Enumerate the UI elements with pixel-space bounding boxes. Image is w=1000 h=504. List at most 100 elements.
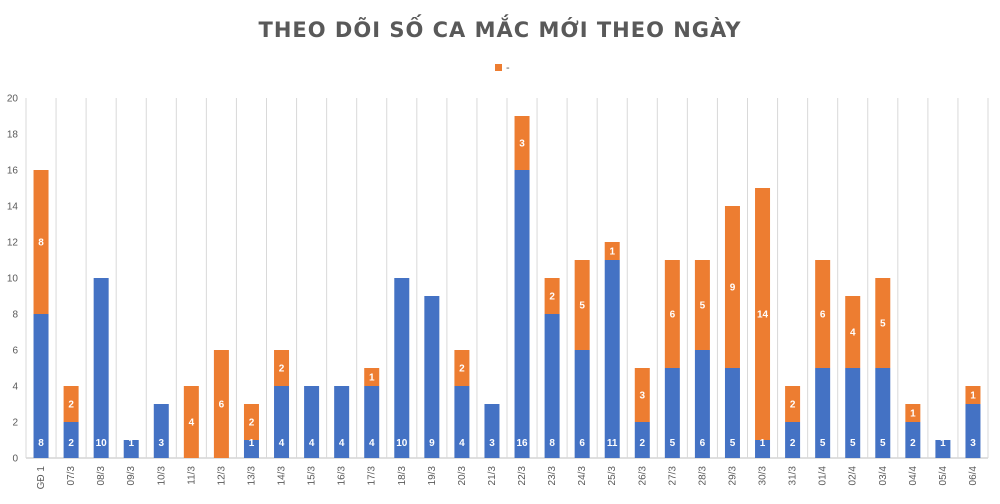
data-label: 11 [607, 438, 618, 449]
x-tick-label: 31/3 [788, 466, 799, 486]
y-tick-label: 8 [12, 310, 18, 321]
bar-segment-blue [815, 368, 831, 458]
y-tick-label: 18 [7, 130, 19, 141]
x-tick-label: GĐ 1 [36, 466, 47, 490]
data-label: 9 [730, 283, 736, 294]
x-tick-label: 10/3 [156, 466, 167, 486]
bar-segment-orange [514, 116, 530, 170]
x-tick-label: 09/3 [126, 466, 137, 486]
bar-segment-orange [965, 386, 981, 404]
data-label: 6 [579, 438, 585, 449]
data-label: 8 [38, 238, 44, 249]
data-label: 1 [910, 409, 916, 420]
x-tick-label: 13/3 [246, 466, 257, 486]
data-label: 2 [549, 292, 555, 303]
bar-segment-orange [694, 260, 710, 350]
bar-segment-blue [664, 368, 680, 458]
y-tick-label: 6 [12, 346, 18, 357]
bars [33, 116, 981, 458]
legend-swatch [495, 64, 502, 71]
bar-segment-blue [394, 278, 410, 458]
bar-segment-blue [63, 422, 79, 458]
data-label: 5 [880, 438, 886, 449]
y-tick-label: 10 [7, 274, 19, 285]
data-label: 4 [339, 438, 345, 449]
data-label: 6 [219, 400, 225, 411]
bar-segment-orange [875, 278, 891, 368]
bar-segment-blue [33, 314, 49, 458]
data-label: 5 [730, 438, 736, 449]
data-label: 2 [68, 400, 74, 411]
y-tick-label: 4 [12, 382, 18, 393]
data-label: 2 [790, 438, 796, 449]
data-label: 8 [549, 438, 555, 449]
bar-segment-blue [694, 350, 710, 458]
bar-segment-blue [454, 386, 470, 458]
bar-segment-blue [785, 422, 801, 458]
bar-segment-blue [935, 440, 951, 458]
y-tick-label: 20 [7, 94, 19, 105]
bar-segment-blue [153, 404, 169, 458]
x-tick-label: 26/3 [637, 466, 648, 486]
bar-segment-blue [634, 422, 650, 458]
data-label: 3 [970, 438, 976, 449]
bar-segment-orange [905, 404, 921, 422]
chart-title: THEO DÕI SỐ CA MẮC MỚI THEO NGÀY [259, 14, 742, 42]
data-label: 3 [519, 139, 525, 150]
data-label: 3 [159, 438, 165, 449]
data-label: 2 [640, 438, 646, 449]
data-label: 2 [249, 418, 255, 429]
bar-segment-blue [965, 404, 981, 458]
x-tick-label: 21/3 [487, 466, 498, 486]
data-label: 10 [396, 438, 408, 449]
data-label: 1 [369, 373, 375, 384]
data-label: 1 [970, 391, 976, 402]
bar-segment-orange [845, 296, 861, 368]
bar-segment-orange [785, 386, 801, 422]
data-label: 2 [790, 400, 796, 411]
data-label: 2 [68, 438, 74, 449]
legend: - [495, 62, 510, 74]
bar-segment-orange [724, 206, 740, 368]
data-label: 5 [579, 301, 585, 312]
bar-segment-blue [274, 386, 290, 458]
bar-segment-orange [815, 260, 831, 368]
bar-segment-orange [213, 350, 229, 458]
bar-segment-blue [304, 386, 320, 458]
x-tick-label: 14/3 [277, 466, 288, 486]
data-label: 1 [940, 438, 946, 449]
bar-segment-orange [664, 260, 680, 368]
bar-segment-orange [755, 188, 771, 440]
data-label: 6 [820, 310, 826, 321]
x-tick-label: 12/3 [216, 466, 227, 486]
x-tick-label: 30/3 [758, 466, 769, 486]
data-label: 1 [760, 438, 766, 449]
x-tick-label: 29/3 [727, 466, 738, 486]
bar-segment-orange [183, 386, 199, 458]
data-label: 16 [516, 438, 528, 449]
bar-segment-orange [454, 350, 470, 386]
x-tick-label: 15/3 [307, 466, 318, 486]
x-tick-label: 18/3 [397, 466, 408, 486]
x-tick-label: 23/3 [547, 466, 558, 486]
y-tick-label: 2 [12, 418, 18, 429]
bar-segment-orange [33, 170, 49, 314]
data-label: 5 [670, 438, 676, 449]
bar-segment-orange [634, 368, 650, 422]
bar-segment-blue [604, 260, 620, 458]
legend-label: - [506, 62, 510, 74]
bar-segment-blue [123, 440, 139, 458]
bar-segment-blue [334, 386, 350, 458]
bar-segment-orange [364, 368, 380, 386]
bar-segment-blue [93, 278, 109, 458]
gridlines [25, 98, 989, 459]
bar-segment-orange [243, 404, 259, 440]
data-label: 2 [459, 364, 465, 375]
x-tick-label: 03/4 [878, 466, 889, 486]
bar-segment-blue [574, 350, 590, 458]
bar-segment-blue [905, 422, 921, 458]
bar-segment-blue [484, 404, 500, 458]
data-label: 2 [910, 438, 916, 449]
